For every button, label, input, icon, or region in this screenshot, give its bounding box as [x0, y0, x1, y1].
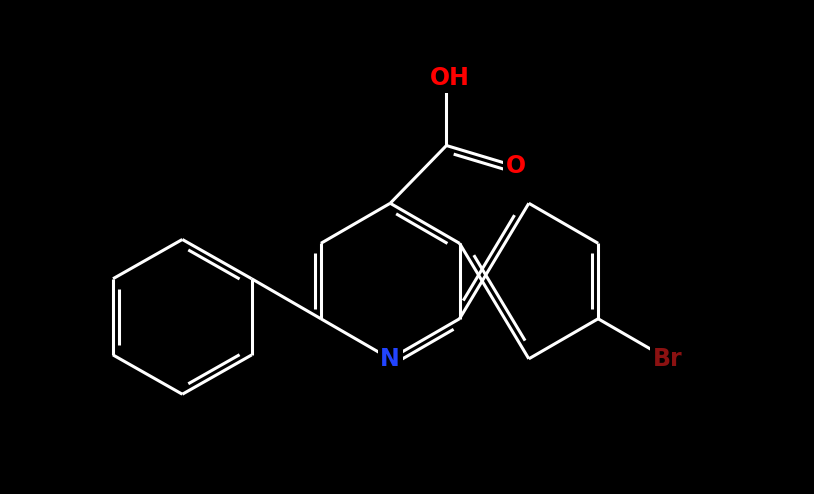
Text: O: O	[505, 154, 526, 178]
Text: OH: OH	[431, 66, 470, 90]
Text: N: N	[380, 347, 400, 371]
Text: Br: Br	[653, 347, 682, 371]
